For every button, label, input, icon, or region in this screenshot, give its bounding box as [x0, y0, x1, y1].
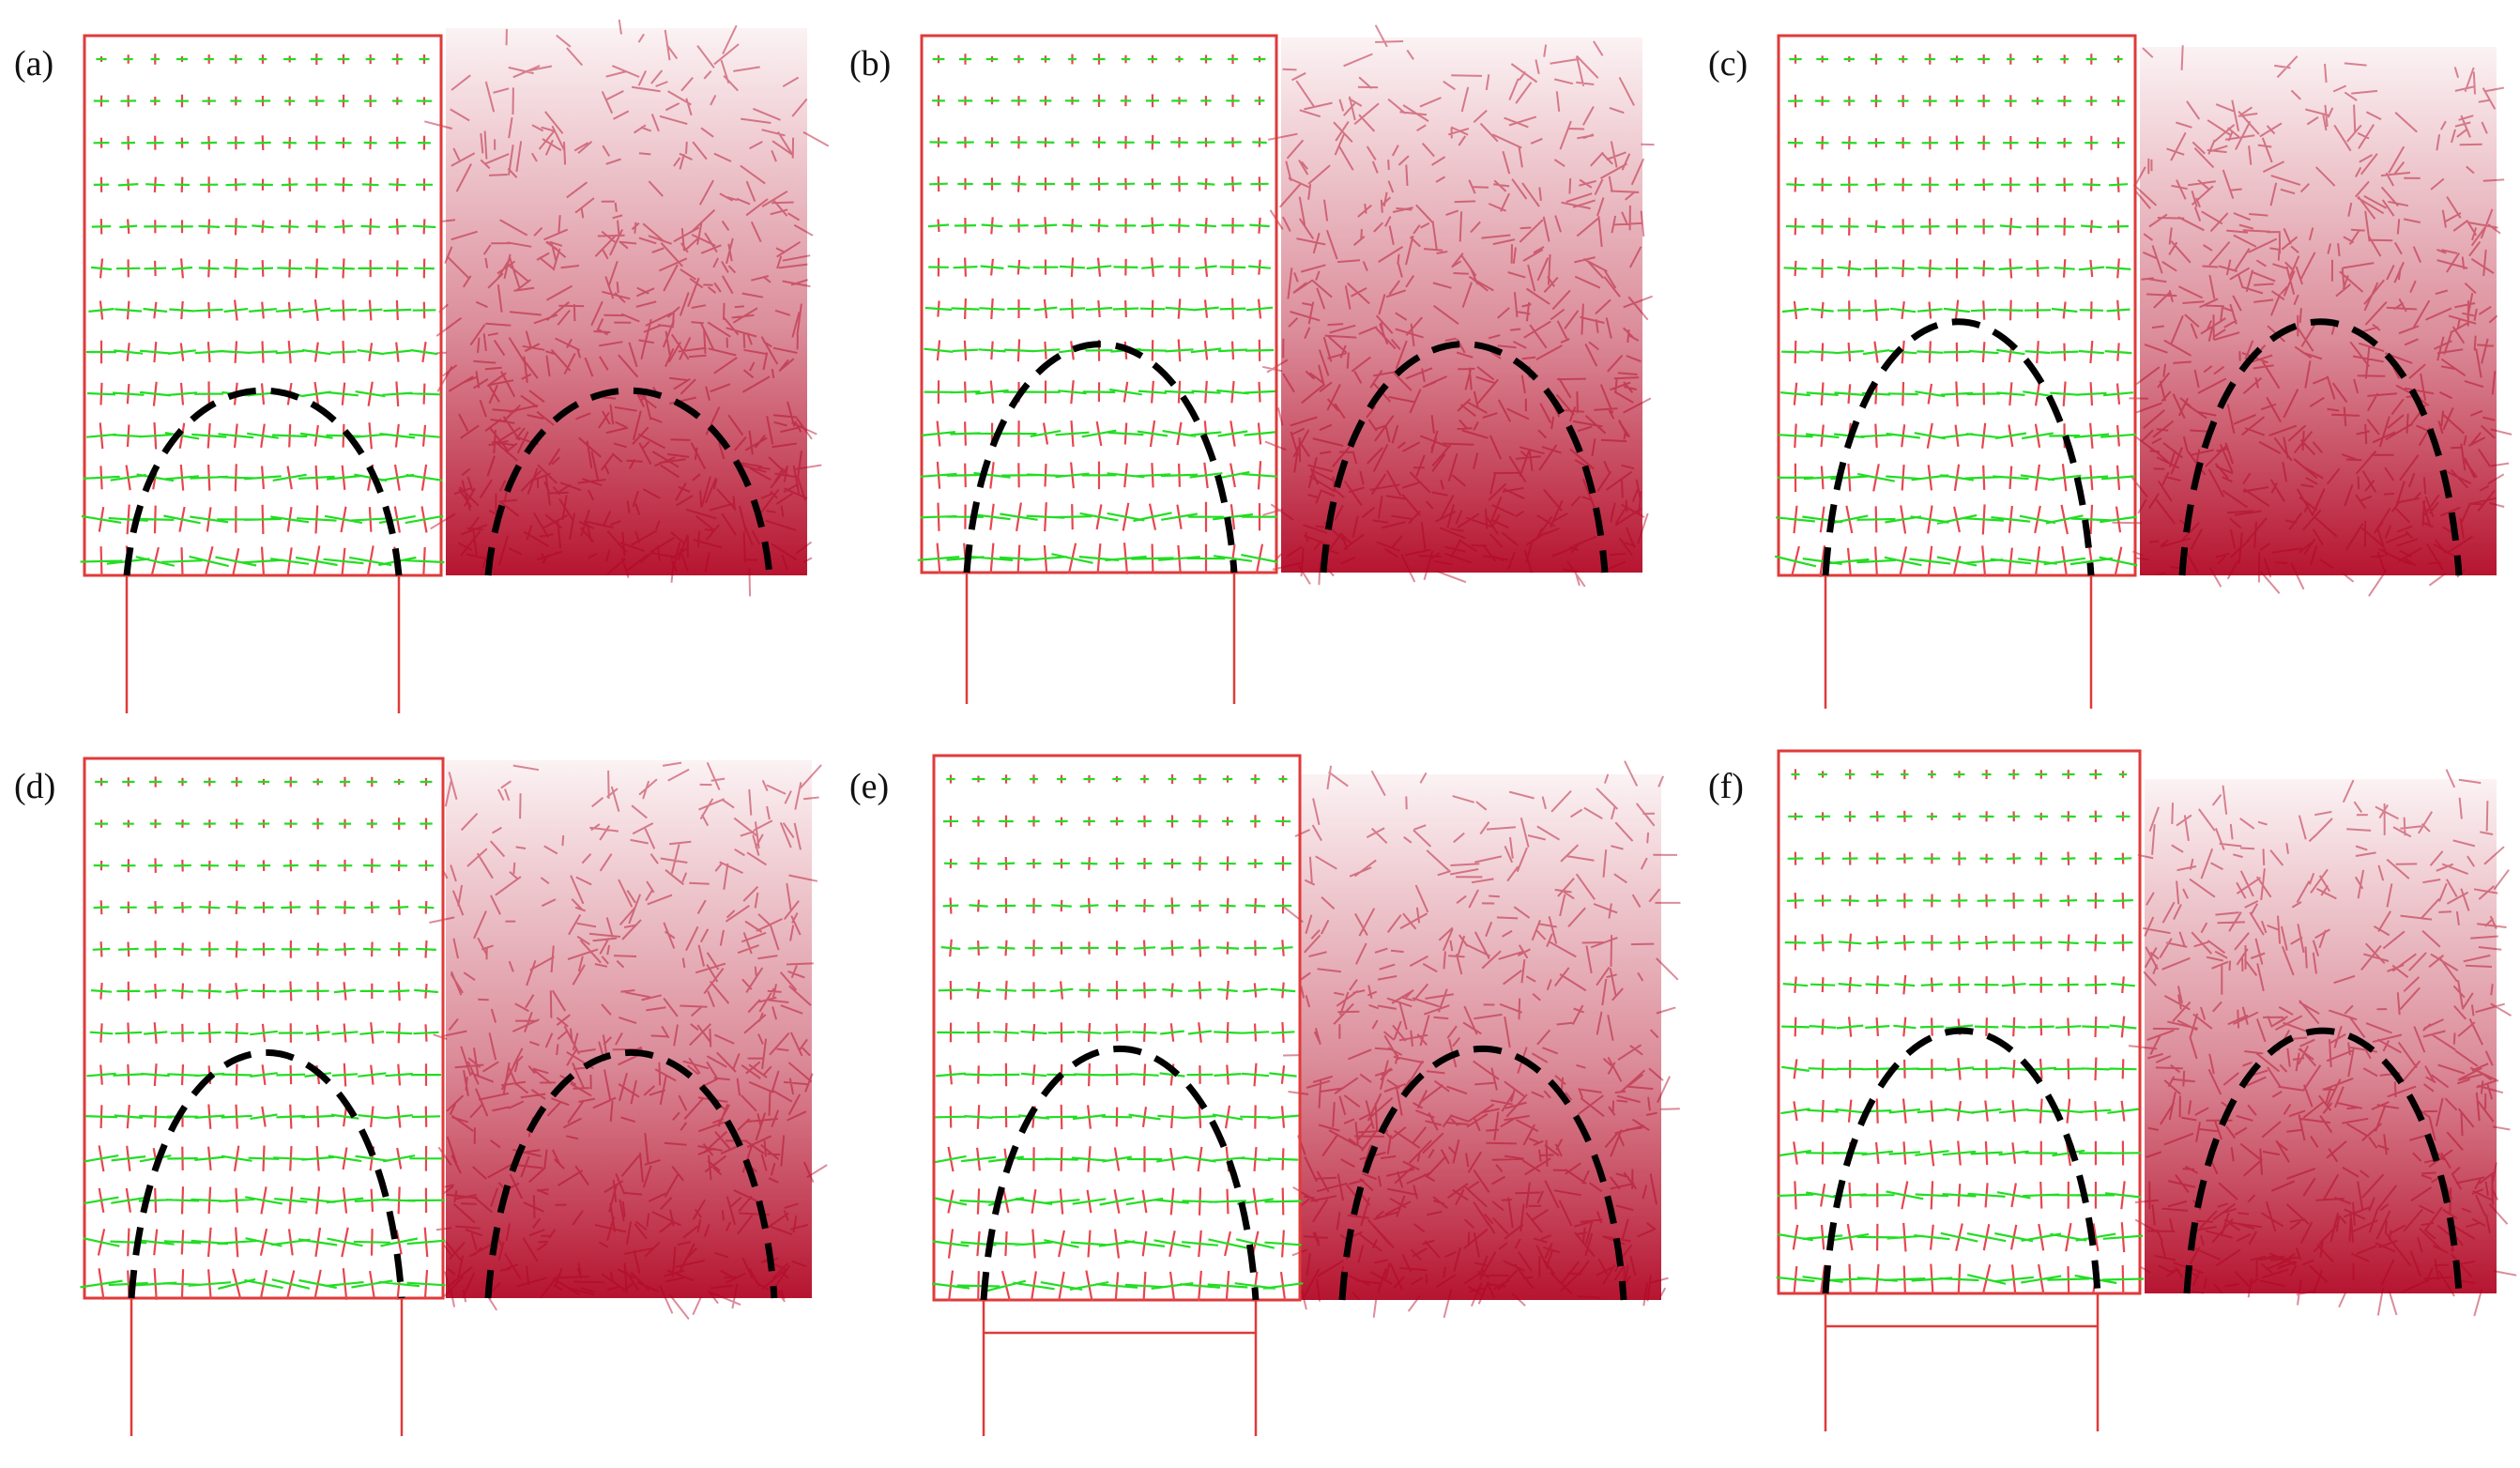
stress-vectors: [1774, 54, 2138, 577]
model-frame: [1777, 34, 2137, 577]
panel-e: (e): [849, 754, 1681, 1436]
force-chain-strands: [429, 761, 828, 1321]
arch-curve-vectors: [980, 1046, 1260, 1301]
stress-vectors: [80, 54, 445, 577]
arch-curve-vectors: [1822, 318, 2095, 576]
major-stress-vectors: [80, 57, 445, 568]
arch-curve-vectors: [128, 1049, 405, 1299]
major-stress-vectors: [931, 777, 1304, 1292]
force-chain-network: [424, 19, 830, 597]
force-chain-network: [2112, 45, 2512, 597]
minor-stress-vectors: [97, 776, 429, 1300]
panel-label: (b): [849, 44, 891, 84]
model-frame: [932, 754, 1302, 1302]
panel-label: (a): [14, 44, 53, 84]
panel-label: (c): [1708, 44, 1748, 84]
force-chain-network: [1282, 760, 1681, 1319]
arch-curve-force-chain: [2178, 318, 2463, 576]
panel-label: (f): [1708, 767, 1744, 806]
panel-f: (f): [1708, 749, 2517, 1431]
outlet-lines: [130, 1298, 404, 1436]
arch-curve-force-chain: [484, 387, 773, 576]
minor-stress-vectors: [98, 54, 428, 577]
stress-vectors: [931, 773, 1304, 1302]
minor-stress-vectors: [947, 773, 1287, 1302]
outlet-lines: [982, 1300, 1258, 1436]
major-stress-vectors: [1774, 57, 2138, 568]
panel-c: (c): [1708, 34, 2512, 709]
arch-curve-force-chain: [2183, 1027, 2463, 1294]
panel-label: (d): [14, 767, 55, 806]
force-chain-strands: [2112, 45, 2512, 597]
panel-label: (e): [849, 767, 889, 806]
outlet-lines: [125, 575, 401, 713]
arch-curve-vectors: [963, 341, 1238, 573]
stress-vectors: [1776, 769, 2145, 1295]
force-chain-strands: [424, 19, 830, 597]
force-chain-strands: [1262, 24, 1655, 588]
panel-d: (d): [14, 757, 828, 1436]
force-chain-network: [429, 760, 828, 1321]
minor-stress-vectors: [1791, 54, 2123, 577]
outlet-lines: [965, 573, 1236, 704]
arch-curve-force-chain: [1338, 1045, 1627, 1301]
arch-curve-vectors: [123, 387, 403, 576]
arch-curve-vectors: [1822, 1027, 2101, 1294]
minor-stress-vectors: [936, 54, 1264, 574]
force-chain-strands: [2128, 769, 2517, 1317]
outlet-lines: [1824, 1293, 2100, 1431]
major-stress-vectors: [80, 780, 446, 1291]
outlet-lines: [1824, 575, 2093, 709]
model-frame: [83, 757, 445, 1300]
major-stress-vectors: [917, 57, 1278, 564]
major-stress-vectors: [1776, 772, 2145, 1285]
arch-curve-force-chain: [484, 1049, 778, 1299]
panel-a: (a): [14, 19, 830, 713]
force-chain-field: [446, 760, 812, 1298]
model-frame: [920, 34, 1278, 574]
stress-vectors: [80, 776, 446, 1300]
force-chain-field: [2145, 779, 2497, 1293]
panel-b: (b): [849, 24, 1655, 704]
force-chain-field: [1300, 774, 1661, 1300]
stress-vectors: [917, 54, 1278, 574]
force-chain-network: [2128, 769, 2517, 1317]
force-chain-field: [2140, 47, 2497, 575]
force-chain-network: [1262, 24, 1655, 588]
